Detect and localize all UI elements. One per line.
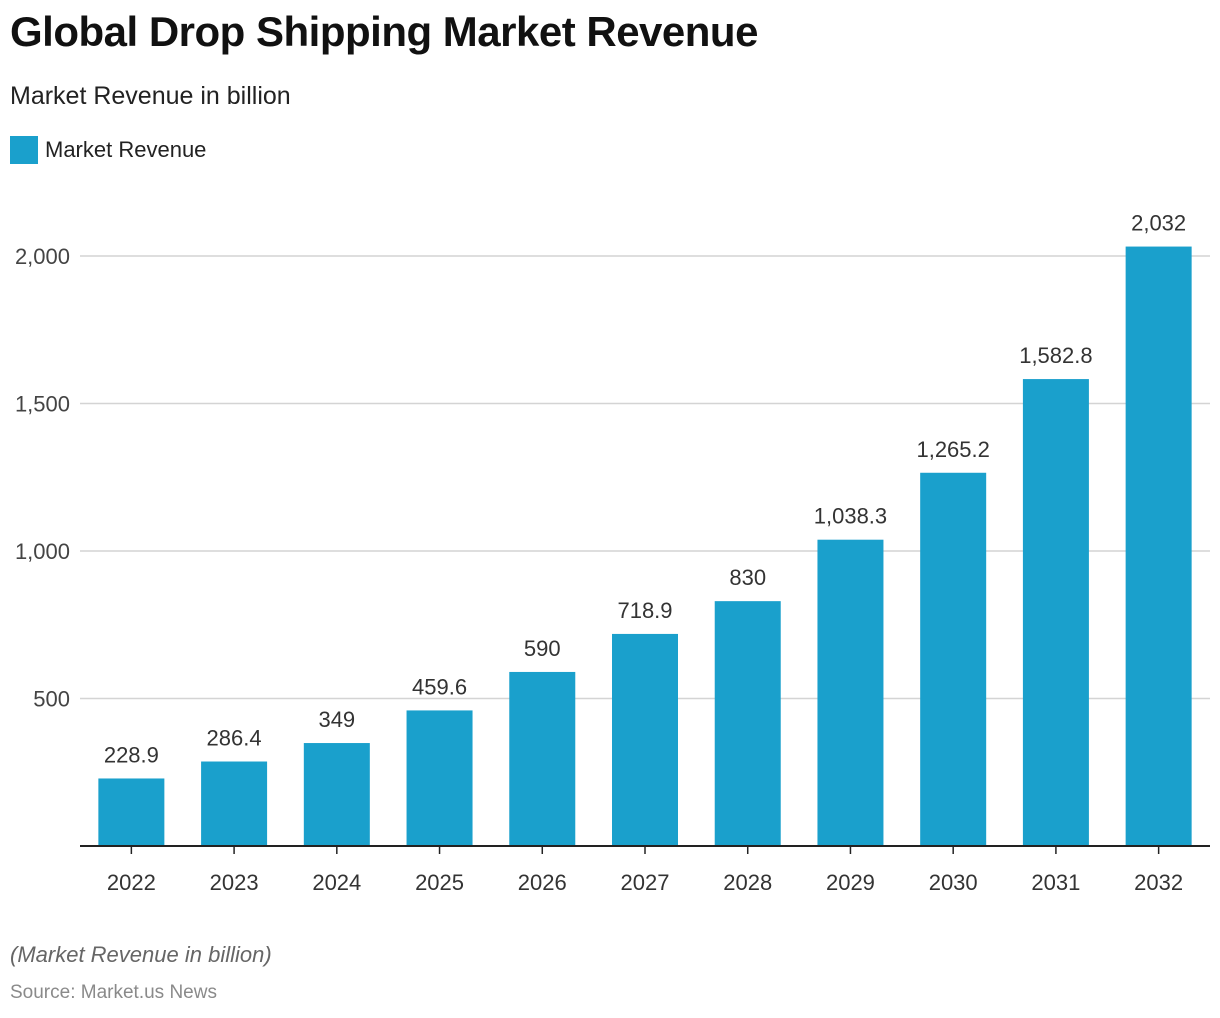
data-label: 1,038.3	[814, 504, 887, 529]
x-tick-label: 2024	[312, 870, 361, 895]
x-tick-label: 2027	[621, 870, 670, 895]
data-label: 830	[729, 565, 766, 590]
bar	[1022, 379, 1089, 846]
data-label: 2,032	[1131, 211, 1186, 236]
bar	[1125, 246, 1192, 846]
bar	[612, 633, 678, 846]
bar	[98, 778, 165, 846]
x-tick-label: 2029	[826, 870, 875, 895]
data-label: 1,582.8	[1019, 343, 1092, 368]
x-tick-label: 2030	[929, 870, 978, 895]
bar	[303, 743, 370, 846]
data-label: 459.6	[412, 674, 467, 699]
x-tick-label: 2023	[210, 870, 259, 895]
legend: Market Revenue	[10, 136, 206, 164]
chart-note: (Market Revenue in billion)	[10, 942, 272, 967]
x-tick-label: 2022	[107, 870, 156, 895]
data-label: 349	[318, 707, 355, 732]
y-tick-label: 2,000	[15, 244, 70, 269]
data-label: 228.9	[104, 742, 159, 767]
x-tick-label: 2032	[1134, 870, 1183, 895]
legend-label: Market Revenue	[45, 137, 207, 162]
data-label: 590	[524, 636, 561, 661]
x-tick-label: 2028	[723, 870, 772, 895]
bar	[920, 472, 987, 846]
x-tick-label: 2025	[415, 870, 464, 895]
bar	[509, 671, 576, 846]
y-tick-label: 1,000	[15, 539, 70, 564]
y-tick-label: 1,500	[15, 392, 70, 417]
data-label: 286.4	[207, 726, 262, 751]
data-label: 718.9	[617, 598, 672, 623]
bar	[406, 710, 473, 846]
bar	[817, 539, 884, 846]
chart-title: Global Drop Shipping Market Revenue	[10, 8, 758, 55]
x-tick-label: 2026	[518, 870, 567, 895]
chart-source: Source: Market.us News	[10, 982, 217, 1003]
chart-subtitle: Market Revenue in billion	[10, 82, 291, 110]
bar	[201, 761, 268, 846]
bar	[714, 601, 781, 846]
y-tick-label: 500	[33, 687, 70, 712]
legend-swatch	[10, 136, 38, 164]
x-tick-label: 2031	[1031, 870, 1080, 895]
data-label: 1,265.2	[916, 437, 989, 462]
